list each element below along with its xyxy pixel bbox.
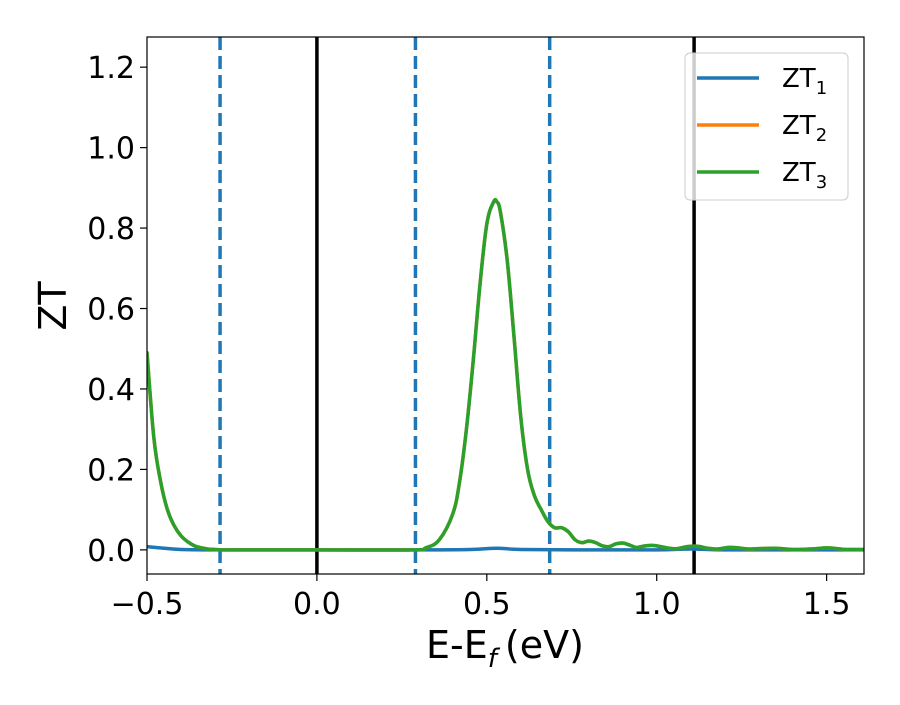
x-axis-title-unit: (eV) (505, 623, 584, 667)
y-tick-label: 0.4 (87, 373, 135, 408)
series-line-zt-3 (147, 197, 864, 552)
x-axis: −0.5 0.0 0.5 1.0 1.5 (111, 574, 851, 622)
legend-label-2: ZT2 (782, 111, 827, 146)
x-axis-title: E-Ef (eV) (426, 623, 584, 674)
y-tick-label: 0.8 (87, 212, 135, 247)
legend-label-3: ZT3 (782, 158, 827, 193)
series-lines (147, 197, 864, 552)
x-tick-label: 0.5 (463, 587, 511, 622)
y-axis-title: ZT (31, 281, 75, 331)
legend: ZT1 ZT2 ZT3 (684, 52, 849, 201)
legend-label-1: ZT1 (782, 64, 827, 99)
y-tick-label: 1.2 (87, 51, 135, 86)
y-axis: 0.0 0.2 0.4 0.6 0.8 1.0 1.2 (87, 51, 147, 569)
y-tick-label: 1.0 (87, 132, 135, 167)
plot-frame (146, 36, 865, 575)
x-tick-label: 1.0 (633, 587, 681, 622)
x-tick-label: 1.5 (803, 587, 851, 622)
y-tick-label: 0.6 (87, 293, 135, 328)
y-tick-label: 0.2 (87, 453, 135, 488)
y-tick-label: 0.0 (87, 534, 135, 569)
x-axis-title-main: E-E (426, 623, 488, 667)
legend-box (684, 52, 849, 201)
x-tick-label: 0.0 (293, 587, 341, 622)
x-tick-label: −0.5 (111, 587, 184, 622)
